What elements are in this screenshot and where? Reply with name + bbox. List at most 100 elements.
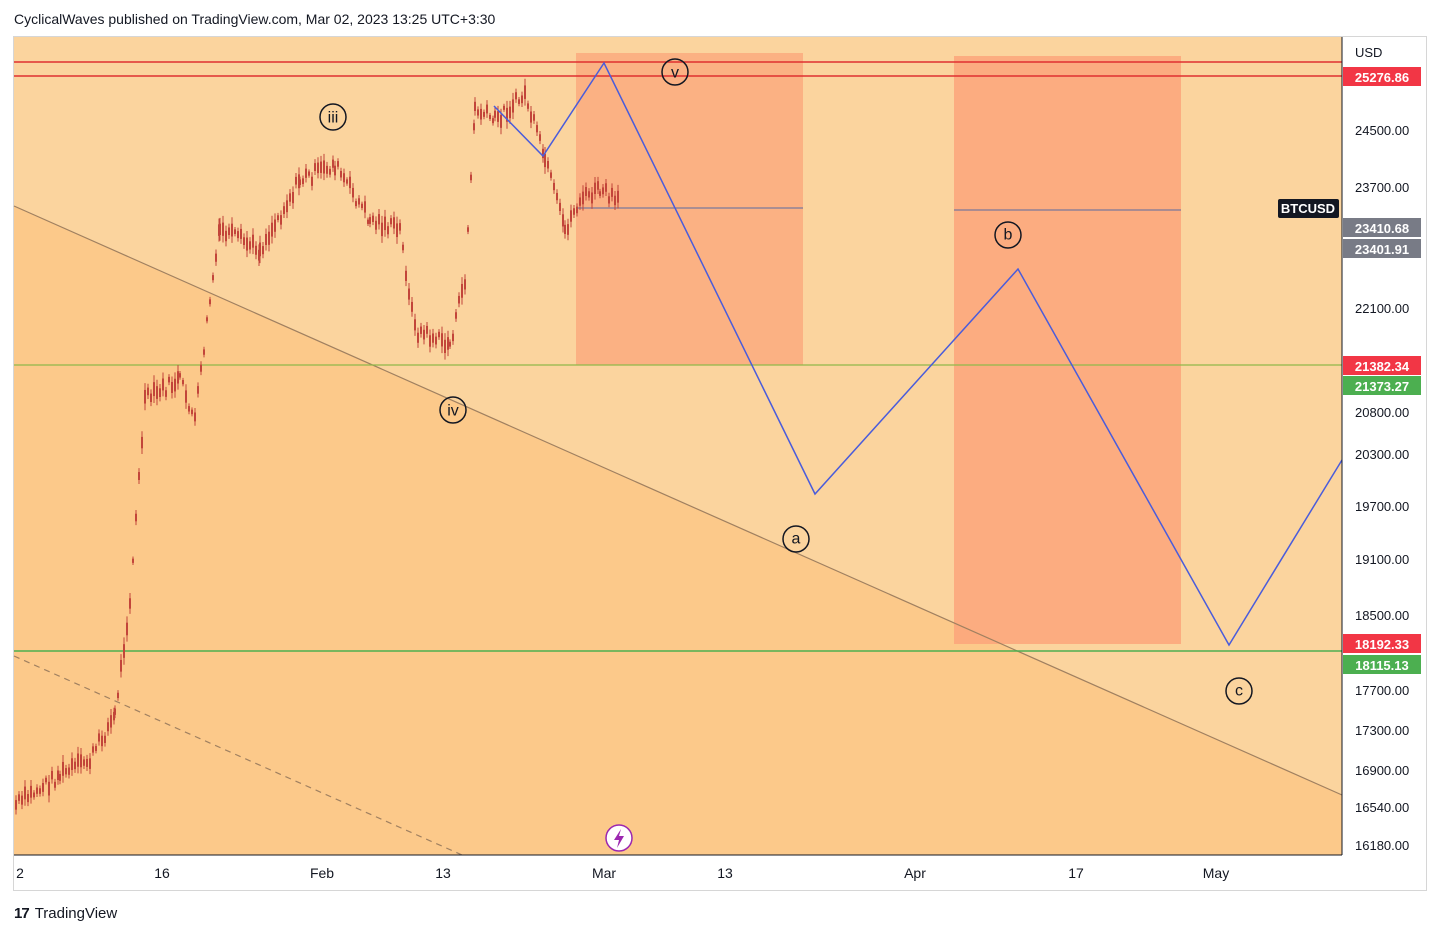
wave-label-c: c (1225, 677, 1253, 705)
candle-body (402, 244, 404, 251)
candle-body (292, 191, 294, 204)
candle-body (74, 761, 76, 770)
candle-body (500, 115, 502, 128)
candle-body (473, 123, 475, 131)
candle-body (470, 174, 472, 181)
time-tick-4: Mar (592, 865, 616, 881)
time-tick-8: May (1203, 865, 1229, 881)
candle-body (71, 758, 73, 771)
candle-body (171, 381, 173, 393)
candle-body (203, 349, 205, 355)
wave-label-b: b (994, 221, 1022, 249)
candle-body (611, 187, 613, 197)
candle-body (544, 153, 546, 168)
time-tick-2: Feb (310, 865, 334, 881)
candle-body (579, 197, 581, 206)
candle-body (438, 331, 440, 338)
svg-text:23410.68: 23410.68 (1355, 221, 1409, 236)
candle-body (234, 229, 236, 235)
candle-body (562, 214, 564, 227)
candle-body (503, 105, 505, 110)
candle-body (21, 795, 23, 805)
wave-label-a: a (782, 525, 810, 553)
candle-body (219, 223, 221, 236)
candle-body (174, 378, 176, 392)
candle-body (617, 190, 619, 203)
candle-body (452, 333, 454, 342)
candle-body (556, 192, 558, 201)
candle-body (605, 183, 607, 192)
candle-body (358, 198, 360, 205)
candle-body (369, 217, 371, 224)
candle-body (126, 622, 128, 636)
svg-text:b: b (1004, 227, 1013, 244)
publisher-line: CyclicalWaves published on TradingView.c… (14, 11, 496, 27)
candle-body (222, 222, 224, 236)
candle-body (608, 196, 610, 204)
target-box-2 (954, 56, 1181, 644)
price-tag-6: 18115.13 (1343, 655, 1421, 674)
candle-body (147, 387, 149, 396)
candle-body (228, 227, 230, 236)
candle-body (486, 104, 488, 114)
price-tag-3: 21382.34 (1343, 356, 1421, 375)
candle-body (387, 226, 389, 235)
candle-body (209, 299, 211, 305)
candle-body (101, 735, 103, 747)
candle-body (206, 317, 208, 322)
candle-body (107, 722, 109, 732)
time-tick-labels: 2 16 Feb 13 Mar 13 Apr 17 May (16, 865, 1229, 881)
svg-text:v: v (671, 65, 679, 82)
candle-body (483, 111, 485, 117)
candle-body (138, 472, 140, 480)
candle-body (441, 333, 443, 347)
candle-body (492, 118, 494, 124)
candle-body (274, 219, 276, 232)
price-tick-2: 22100.00 (1355, 301, 1409, 316)
price-tick-12: 16180.00 (1355, 838, 1409, 853)
candle-body (405, 270, 407, 281)
svg-text:c: c (1235, 683, 1243, 700)
candle-body (197, 386, 199, 394)
candle-body (480, 108, 482, 120)
candle-body (51, 770, 53, 780)
time-tick-5: 13 (717, 865, 733, 881)
time-tick-6: Apr (904, 865, 926, 881)
candle-body (332, 159, 334, 168)
candle-body (132, 558, 134, 563)
price-tags: 25276.86 23410.68 23401.91 21382.34 21373.27… (1343, 67, 1421, 674)
candle-body (352, 187, 354, 198)
candle-body (36, 787, 38, 794)
candle-body (527, 103, 529, 109)
wave-label-iii: iii (319, 103, 347, 131)
candle-body (585, 187, 587, 196)
candle-body (494, 110, 496, 118)
candle-body (156, 386, 158, 399)
candle-body (117, 692, 119, 699)
candle-body (375, 220, 377, 230)
candle-body (521, 95, 523, 104)
candle-body (57, 770, 59, 780)
candle-body (512, 99, 514, 113)
lightning-icon[interactable] (605, 824, 633, 852)
candle-body (447, 337, 449, 350)
time-tick-1: 16 (154, 865, 170, 881)
candle-body (113, 711, 115, 721)
candle-body (524, 85, 526, 99)
candle-body (326, 165, 328, 174)
candle-body (268, 231, 270, 245)
candle-body (33, 792, 35, 798)
candle-body (515, 92, 517, 100)
candle-body (367, 219, 369, 224)
candle-body (45, 777, 47, 783)
candle-body (588, 191, 590, 198)
footer-brand[interactable]: 17 TradingView (14, 905, 117, 922)
candle-body (110, 715, 112, 728)
candle-body (18, 794, 20, 801)
candle-body (255, 245, 257, 255)
candle-body (89, 758, 91, 769)
candle-body (417, 332, 419, 343)
candle-body (553, 182, 555, 191)
price-tick-4: 20300.00 (1355, 447, 1409, 462)
